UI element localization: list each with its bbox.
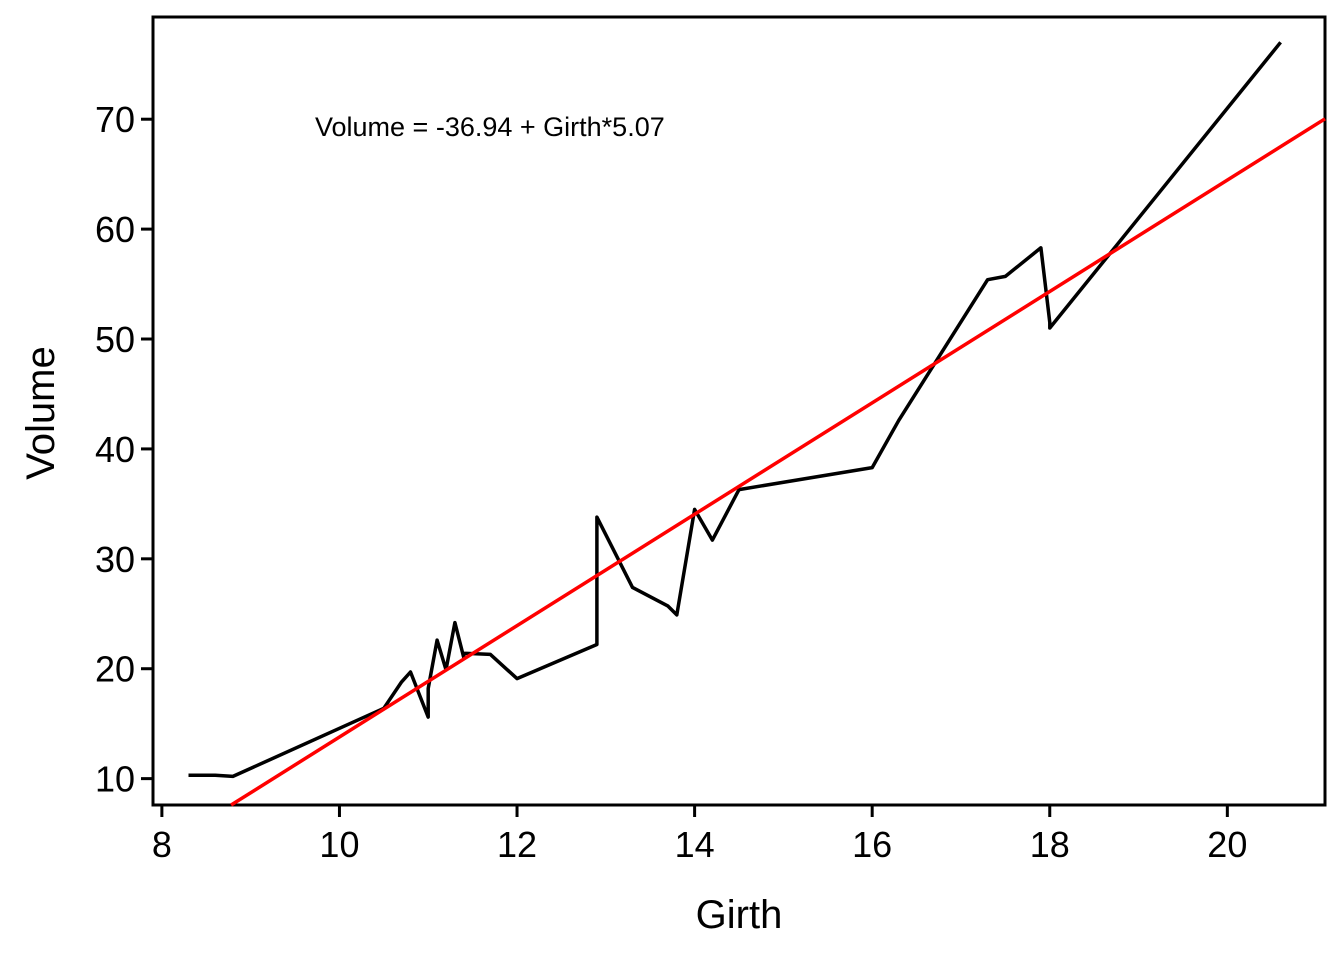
regression-line bbox=[230, 117, 1326, 807]
x-tick-label-12: 12 bbox=[497, 824, 537, 865]
y-tick-label-50: 50 bbox=[95, 319, 135, 360]
y-axis-title: Volume bbox=[19, 346, 63, 479]
regression-equation: Volume = -36.94 + Girth*5.07 bbox=[315, 112, 665, 142]
x-tick-label-14: 14 bbox=[675, 824, 715, 865]
x-tick-label-16: 16 bbox=[852, 824, 892, 865]
x-tick-label-8: 8 bbox=[152, 824, 172, 865]
y-tick-label-60: 60 bbox=[95, 209, 135, 250]
x-axis-title: Girth bbox=[696, 893, 783, 937]
y-tick-label-40: 40 bbox=[95, 429, 135, 470]
x-tick-label-20: 20 bbox=[1207, 824, 1247, 865]
y-tick-label-20: 20 bbox=[95, 649, 135, 690]
plot-frame bbox=[151, 15, 1327, 807]
x-tick-label-10: 10 bbox=[319, 824, 359, 865]
volume-series-line bbox=[188, 41, 1282, 779]
x-tick-label-18: 18 bbox=[1030, 824, 1070, 865]
y-tick-label-70: 70 bbox=[95, 99, 135, 140]
y-tick-label-10: 10 bbox=[95, 759, 135, 800]
y-tick-label-30: 30 bbox=[95, 539, 135, 580]
